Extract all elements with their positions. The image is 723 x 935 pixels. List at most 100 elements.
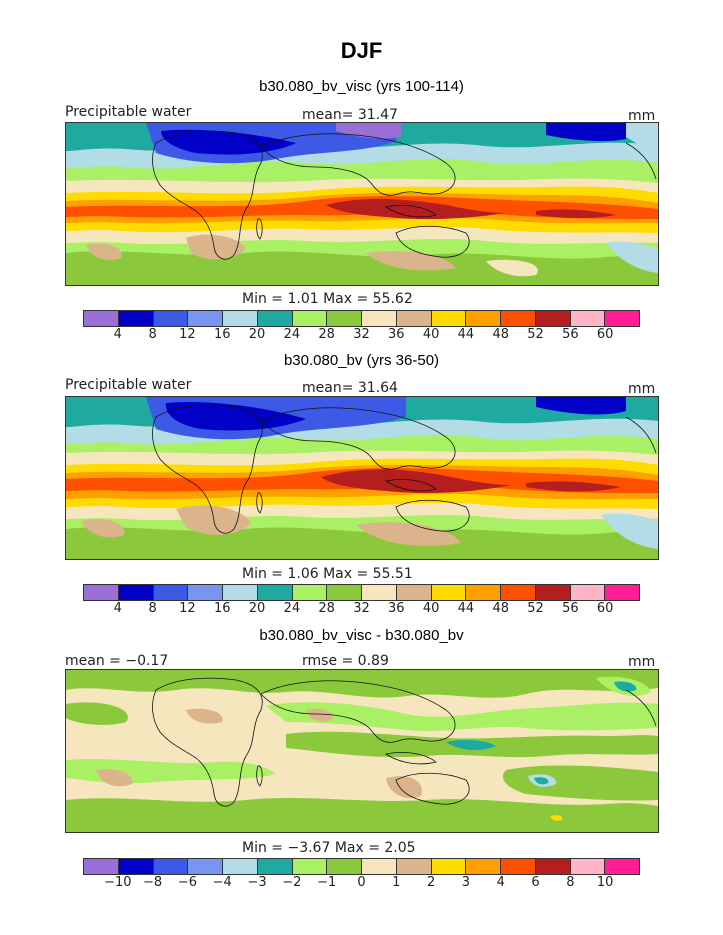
colorbar-tick-label: 28 bbox=[318, 601, 335, 616]
colorbar-swatch bbox=[118, 585, 154, 600]
panel-1-coastlines bbox=[152, 130, 657, 260]
colorbar-swatch bbox=[396, 585, 432, 600]
colorbar-tick-label: −6 bbox=[177, 875, 198, 890]
panel-3-rmse-label: rmse = 0.89 bbox=[302, 653, 389, 669]
colorbar-swatch bbox=[257, 859, 293, 874]
colorbar-tick-label: 52 bbox=[527, 327, 544, 342]
colorbar-swatch bbox=[84, 585, 119, 600]
colorbar-tick-label: 60 bbox=[596, 601, 614, 616]
colorbar-swatch bbox=[153, 585, 189, 600]
colorbar-swatch bbox=[327, 859, 362, 874]
panel-3-coastlines bbox=[152, 677, 657, 807]
colorbar-tick-label: 28 bbox=[318, 327, 335, 342]
colorbar-swatch bbox=[535, 311, 571, 326]
panel-3-mean-label: mean = −0.17 bbox=[65, 653, 169, 669]
colorbar-tick-label: 2 bbox=[426, 875, 436, 890]
colorbar-swatch bbox=[466, 585, 501, 600]
colorbar-tick-label: 56 bbox=[562, 601, 579, 616]
colorbar-tick-label: −1 bbox=[317, 875, 337, 890]
colorbar-tick-label: 3 bbox=[461, 875, 471, 890]
colorbar-tick-label: 56 bbox=[562, 327, 579, 342]
panel-3-contour-field bbox=[66, 670, 658, 832]
colorbar-tick-label: 48 bbox=[492, 601, 510, 616]
colorbar-tick-label: 60 bbox=[596, 327, 614, 342]
colorbar-swatch bbox=[223, 311, 258, 326]
colorbar-swatch bbox=[396, 311, 432, 326]
colorbar-tick-label: 8 bbox=[148, 601, 157, 616]
colorbar-swatch bbox=[118, 311, 154, 326]
panel-3-colorbar-ticks: −10 −8 −6 −4 −3 −2 −1 0 1 2 3 4 6 8 10 bbox=[0, 875, 723, 893]
panel-3-stats-label: Min = −3.67 Max = 2.05 bbox=[242, 840, 416, 856]
colorbar-tick-label: −2 bbox=[282, 875, 302, 890]
colorbar-tick-label: 8 bbox=[148, 327, 157, 342]
colorbar-swatch bbox=[188, 585, 223, 600]
colorbar-tick-label: 32 bbox=[353, 327, 370, 342]
colorbar-swatch bbox=[605, 859, 639, 874]
colorbar-swatch bbox=[188, 311, 223, 326]
panel-2-map bbox=[65, 396, 659, 560]
panel-2-units-label: mm bbox=[628, 381, 656, 397]
colorbar-tick-label: 16 bbox=[213, 327, 231, 342]
colorbar-swatch bbox=[153, 859, 189, 874]
colorbar-swatch bbox=[84, 311, 119, 326]
colorbar-swatch bbox=[535, 585, 571, 600]
colorbar-tick-label: 10 bbox=[596, 875, 614, 890]
figure-title: DJF bbox=[340, 38, 383, 63]
panel-3-units-label: mm bbox=[628, 654, 656, 670]
panel-3-map bbox=[65, 669, 659, 833]
panel-3-subtitle: b30.080_bv_visc - b30.080_bv bbox=[259, 627, 464, 644]
colorbar-swatch bbox=[223, 859, 258, 874]
panel-1-mean-label: mean= 31.47 bbox=[302, 107, 398, 123]
colorbar-swatch bbox=[362, 585, 397, 600]
colorbar-swatch bbox=[396, 859, 432, 874]
colorbar-swatch bbox=[188, 859, 223, 874]
colorbar-tick-label: 36 bbox=[388, 327, 405, 342]
colorbar-tick-label: 40 bbox=[422, 601, 440, 616]
colorbar-swatch bbox=[570, 859, 606, 874]
colorbar-tick-label: 44 bbox=[457, 327, 475, 342]
panel-1-stats-label: Min = 1.01 Max = 55.62 bbox=[242, 291, 413, 307]
colorbar-swatch bbox=[605, 311, 639, 326]
colorbar-swatch bbox=[362, 859, 397, 874]
colorbar-tick-label: 16 bbox=[213, 601, 231, 616]
panel-1-subtitle: b30.080_bv_visc (yrs 100-114) bbox=[259, 78, 464, 95]
colorbar-tick-label: 52 bbox=[527, 601, 544, 616]
colorbar-tick-label: 4 bbox=[496, 875, 505, 890]
colorbar-swatch bbox=[292, 311, 328, 326]
panel-2-variable-label: Precipitable water bbox=[65, 377, 192, 393]
panel-1-contour-field bbox=[66, 123, 658, 285]
colorbar-swatch bbox=[501, 311, 536, 326]
panel-2-coastlines bbox=[152, 404, 657, 534]
colorbar-tick-label: 24 bbox=[283, 327, 301, 342]
colorbar-tick-label: 4 bbox=[113, 327, 122, 342]
colorbar-swatch bbox=[292, 585, 328, 600]
colorbar-tick-label: −10 bbox=[104, 875, 132, 890]
panel-2-stats-label: Min = 1.06 Max = 55.51 bbox=[242, 566, 413, 582]
colorbar-swatch bbox=[153, 311, 189, 326]
colorbar-swatch bbox=[570, 311, 606, 326]
colorbar-tick-label: 8 bbox=[566, 875, 575, 890]
colorbar-tick-label: −4 bbox=[212, 875, 232, 890]
panel-2-mean-label: mean= 31.64 bbox=[302, 380, 398, 396]
colorbar-tick-label: 24 bbox=[283, 601, 301, 616]
panel-1-variable-label: Precipitable water bbox=[65, 104, 192, 120]
colorbar-tick-label: 36 bbox=[388, 601, 405, 616]
colorbar-tick-label: 20 bbox=[248, 327, 266, 342]
panel-3-colorbar bbox=[83, 858, 640, 875]
colorbar-swatch bbox=[570, 585, 606, 600]
colorbar-tick-label: 48 bbox=[492, 327, 510, 342]
colorbar-swatch bbox=[501, 859, 536, 874]
colorbar-swatch bbox=[466, 859, 501, 874]
colorbar-swatch bbox=[535, 859, 571, 874]
colorbar-swatch bbox=[292, 859, 328, 874]
colorbar-tick-label: 6 bbox=[531, 875, 540, 890]
colorbar-tick-label: −3 bbox=[247, 875, 267, 890]
panel-2-subtitle: b30.080_bv (yrs 36-50) bbox=[283, 352, 440, 369]
colorbar-tick-label: 4 bbox=[113, 601, 122, 616]
colorbar-swatch bbox=[257, 585, 293, 600]
colorbar-tick-label: 1 bbox=[392, 875, 401, 890]
colorbar-tick-label: 0 bbox=[357, 875, 366, 890]
panel-2-colorbar bbox=[83, 584, 640, 601]
panel-1-map bbox=[65, 122, 659, 286]
colorbar-swatch bbox=[431, 859, 467, 874]
